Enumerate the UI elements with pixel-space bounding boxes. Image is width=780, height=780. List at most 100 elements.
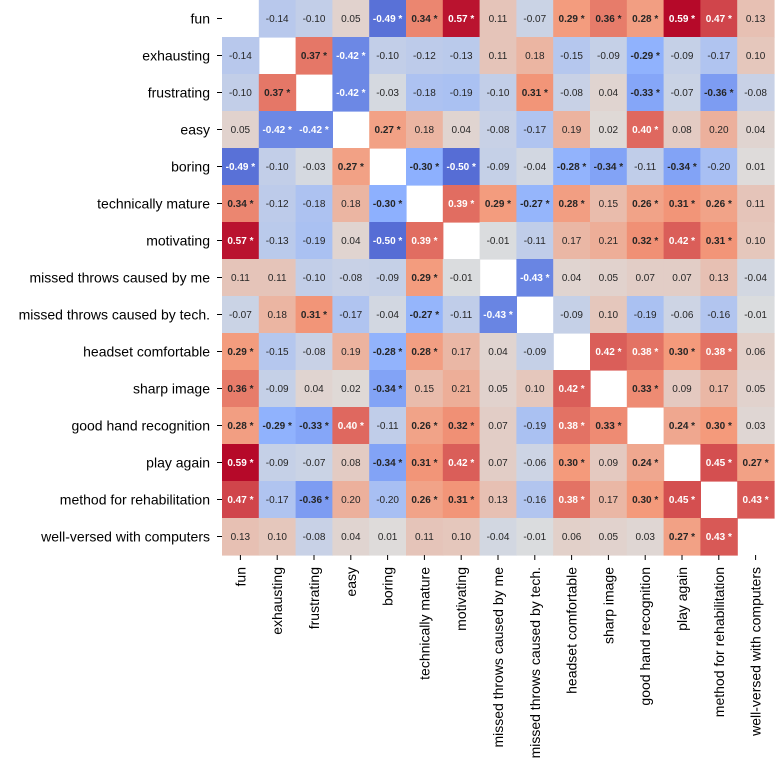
y-tick-label: play again <box>146 455 210 471</box>
cell-value-label: -0.09 <box>376 273 399 284</box>
cell-value-label: 0.38 * <box>632 347 658 358</box>
cell-value-label: -0.09 <box>266 458 289 469</box>
heatmap-cell <box>553 407 591 445</box>
cell-value-label: 0.11 <box>231 273 250 284</box>
heatmap-cell <box>406 111 444 149</box>
cell-value-label: 0.27 * <box>375 125 401 136</box>
heatmap-cell <box>700 296 738 334</box>
cell-value-label: 0.26 * <box>706 199 732 210</box>
heatmap-cell <box>516 259 554 297</box>
heatmap-cell <box>369 222 407 260</box>
cell-value-label: -0.20 <box>707 162 730 173</box>
cell-value-label: 0.15 <box>415 384 435 395</box>
cell-value-label: -0.07 <box>671 88 694 99</box>
cell-value-label: -0.08 <box>303 532 326 543</box>
heatmap-cell <box>406 481 444 519</box>
heatmap-cell <box>626 370 665 408</box>
heatmap-cell <box>626 0 665 38</box>
cell-value-label: -0.08 <box>339 273 362 284</box>
cell-value-label: -0.06 <box>671 310 694 321</box>
heatmap-cell <box>553 185 591 223</box>
cell-value-label: -0.42 * <box>336 88 366 99</box>
heatmap-cell <box>442 518 481 556</box>
cell-value-label: 0.59 * <box>669 14 695 25</box>
x-tick-label: technically mature <box>416 567 432 680</box>
heatmap-cell <box>222 37 260 75</box>
heatmap-cell <box>332 37 370 75</box>
y-tick-label: motivating <box>146 233 210 249</box>
heatmap-cell <box>700 0 738 38</box>
heatmap-cell <box>553 0 591 38</box>
cell-value-label: 0.07 <box>488 458 508 469</box>
heatmap-cell <box>590 296 628 334</box>
heatmap-cell <box>369 444 407 482</box>
heatmap-cell <box>406 74 444 112</box>
cell-value-label: -0.01 <box>487 236 510 247</box>
cell-value-label: 0.10 <box>525 384 545 395</box>
heatmap-cell <box>332 259 370 297</box>
cell-value-label: 0.40 * <box>632 125 658 136</box>
x-tick-label: play again <box>674 567 690 631</box>
cell-value-label: 0.07 <box>672 273 692 284</box>
x-tick-label: boring <box>380 567 396 606</box>
heatmap-cell <box>516 518 554 556</box>
heatmap-cell <box>222 74 260 112</box>
heatmap-cell <box>590 222 628 260</box>
heatmap-cell <box>737 444 775 482</box>
heatmap-cell <box>406 407 444 445</box>
y-tick-label: sharp image <box>133 381 210 397</box>
heatmap-cell <box>222 407 260 445</box>
heatmap-cell <box>663 222 701 260</box>
heatmap-cell <box>295 296 333 334</box>
heatmap-cell <box>479 407 517 445</box>
y-tick-label: exhausting <box>142 48 210 64</box>
heatmap-cell <box>332 333 370 371</box>
cell-value-label: -0.15 <box>560 51 583 62</box>
heatmap-cell <box>442 111 481 149</box>
cell-value-label: 0.20 <box>341 495 361 506</box>
heatmap-cell <box>626 148 665 186</box>
heatmap-cell <box>700 444 738 482</box>
heatmap-cell <box>516 444 554 482</box>
heatmap-cell <box>222 222 260 260</box>
heatmap-cell <box>295 148 333 186</box>
y-tick-label: well-versed with computers <box>40 529 210 545</box>
cell-value-label: -0.11 <box>524 236 546 247</box>
heatmap-cell <box>442 444 481 482</box>
cell-value-label: 0.38 * <box>559 421 585 432</box>
x-tick-label: good hand recognition <box>637 567 653 706</box>
heatmap-cell <box>442 74 481 112</box>
cell-value-label: 0.42 * <box>448 458 474 469</box>
heatmap-cell <box>516 370 554 408</box>
cell-value-label: 0.32 * <box>448 421 474 432</box>
cell-value-label: -0.28 * <box>373 347 403 358</box>
cell-value-label: 0.31 * <box>669 199 695 210</box>
heatmap-cell <box>332 481 370 519</box>
cell-value-label: -0.15 <box>266 347 289 358</box>
cell-value-label: 0.21 <box>451 384 471 395</box>
heatmap-cell <box>663 296 701 334</box>
cell-value-label: -0.09 <box>523 347 546 358</box>
heatmap-cell <box>258 518 297 556</box>
heatmap-cell <box>737 111 775 149</box>
cell-value-label: -0.07 <box>303 458 326 469</box>
heatmap-cell <box>590 481 628 519</box>
cell-value-label: -0.08 <box>560 88 583 99</box>
cell-value-label: 0.47 * <box>227 495 253 506</box>
heatmap-cell <box>700 185 738 223</box>
heatmap-cell <box>295 185 333 223</box>
cell-value-label: 0.38 * <box>706 347 732 358</box>
cell-value-label: 0.31 * <box>411 458 437 469</box>
heatmap-cell <box>553 370 591 408</box>
heatmap-cell <box>737 185 775 223</box>
heatmap-cell <box>663 259 701 297</box>
heatmap-cell <box>737 74 775 112</box>
cell-value-label: 0.13 <box>488 495 508 506</box>
heatmap-cell <box>479 111 517 149</box>
y-tick-label: method for rehabilitation <box>60 492 210 508</box>
cell-value-label: 0.11 <box>489 51 508 62</box>
cell-value-label: 0.42 * <box>669 236 695 247</box>
x-tick-label: frustrating <box>306 567 322 629</box>
y-tick-label: missed throws caused by me <box>29 270 210 286</box>
y-tick-label: boring <box>171 159 210 175</box>
